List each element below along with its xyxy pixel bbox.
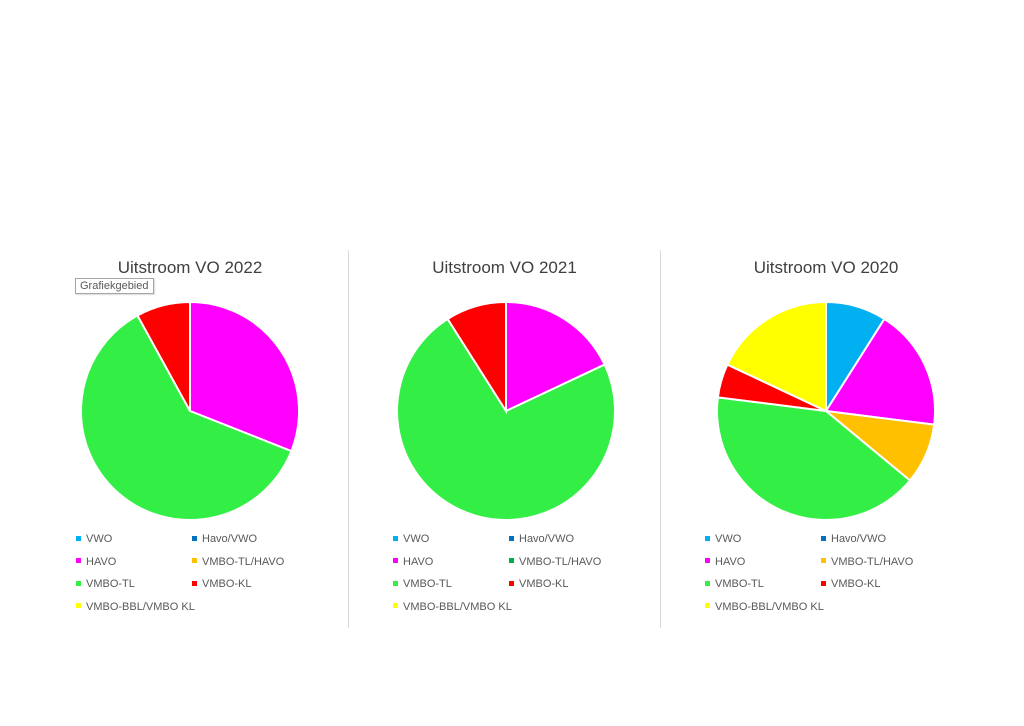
legend-swatch [393, 535, 398, 541]
chart-divider [348, 250, 349, 628]
chart-title: Uitstroom VO 2020 [753, 258, 899, 277]
pie-slice-vmbo-tl[interactable] [80, 314, 293, 521]
legend-item-vmbo-tl[interactable]: VMBO-TL [76, 578, 135, 590]
legend-label: VMBO-KL [519, 578, 569, 590]
legend-label: VMBO-BBL/VMBO KL [715, 600, 824, 613]
legend-swatch [509, 535, 514, 541]
legend-label: VMBO-TL [86, 578, 135, 590]
legend-item-havo-vwo[interactable]: Havo/VWO [192, 533, 257, 545]
pie-slice-vmbo-tl[interactable] [716, 396, 912, 521]
legend-item-vwo[interactable]: VWO [76, 533, 112, 545]
legend-swatch [821, 535, 826, 541]
legend-item-vwo[interactable]: VWO [393, 533, 429, 545]
chart-panel-2021[interactable]: Uitstroom VO 2021 VWO Havo/VWO HAVO VMBO-TL… [349, 250, 660, 628]
legend-label: VMBO-TL/HAVO [202, 555, 285, 568]
legend-item-vmbo-kl[interactable]: VMBO-KL [509, 578, 569, 590]
legend-swatch [393, 603, 398, 609]
legend-swatch [705, 535, 710, 541]
pie-chart[interactable] [391, 296, 621, 526]
legend-label: VMBO-KL [831, 578, 881, 590]
legend-swatch [705, 580, 710, 586]
legend-swatch [509, 580, 514, 586]
legend-item-vmbo-kl[interactable]: VMBO-KL [821, 578, 881, 590]
legend-swatch [192, 558, 197, 564]
legend-item-vwo[interactable]: VWO [705, 533, 741, 545]
legend-label: HAVO [715, 555, 746, 568]
legend-item-havo-vwo[interactable]: Havo/VWO [509, 533, 574, 545]
legend-label: VMBO-TL [403, 578, 452, 590]
pie-slice-vmbo-kl[interactable] [446, 300, 507, 415]
legend-item-vmbo-tl-havo[interactable]: VMBO-TL/HAVO [509, 556, 601, 568]
legend-item-vmbo-kl[interactable]: VMBO-KL [192, 578, 252, 590]
legend-swatch [509, 558, 514, 564]
legend-swatch [705, 603, 710, 609]
pie-slice-vmbo-kl[interactable] [136, 300, 191, 412]
legend-swatch [192, 580, 197, 586]
legend-label: VWO [86, 533, 113, 545]
legend-swatch [821, 558, 826, 564]
legend-item-havo[interactable]: HAVO [393, 556, 433, 568]
pie-slice-havo[interactable] [505, 300, 606, 413]
legend-label: Havo/VWO [202, 533, 258, 545]
pie-slice-vmbo-bbl-vmbo-kl[interactable] [726, 300, 827, 413]
chart-panel-2022[interactable]: Uitstroom VO 2022 VWO Havo/VWO HAVO VMBO-TL… [32, 250, 348, 628]
legend-label: VMBO-TL/HAVO [519, 555, 602, 568]
chart-area-tooltip: Grafiekgebied [75, 278, 154, 294]
pie-slice-vmbo-tl[interactable] [396, 317, 616, 521]
legend-swatch [76, 558, 81, 564]
legend-label: VMBO-TL [715, 578, 764, 590]
pie-slice-havo[interactable] [824, 317, 936, 426]
pie-chart[interactable] [711, 296, 941, 526]
legend-swatch [705, 558, 710, 564]
legend-item-vmbo-tl[interactable]: VMBO-TL [393, 578, 452, 590]
chart-panel-2020[interactable]: Uitstroom VO 2020 VWO Havo/VWO HAVO VMBO-TL… [661, 250, 991, 628]
legend-swatch [393, 558, 398, 564]
pie-chart[interactable] [75, 296, 305, 526]
legend-item-vmbo-tl[interactable]: VMBO-TL [705, 578, 764, 590]
legend-item-vmbo-bbl-vmbo-kl[interactable]: VMBO-BBL/VMBO KL [393, 601, 512, 613]
legend-swatch [821, 580, 826, 586]
legend-label: HAVO [86, 555, 117, 568]
legend-item-vmbo-tl-havo[interactable]: VMBO-TL/HAVO [821, 556, 913, 568]
legend-item-havo[interactable]: HAVO [705, 556, 745, 568]
legend-label: VMBO-TL/HAVO [831, 555, 914, 568]
legend-label: VMBO-KL [202, 578, 252, 590]
legend-label: Havo/VWO [519, 533, 575, 545]
legend-item-vmbo-bbl-vmbo-kl[interactable]: VMBO-BBL/VMBO KL [705, 601, 824, 613]
legend-label: HAVO [403, 555, 434, 568]
legend-swatch [76, 535, 81, 541]
legend-label: VWO [715, 533, 742, 545]
legend-swatch [393, 580, 398, 586]
legend-item-havo[interactable]: HAVO [76, 556, 116, 568]
legend-swatch [76, 603, 81, 609]
chart-title: Uitstroom VO 2022 [117, 258, 263, 277]
legend-label: VMBO-BBL/VMBO KL [86, 600, 195, 613]
pie-slice-havo[interactable] [189, 300, 300, 453]
legend-item-vmbo-tl-havo[interactable]: VMBO-TL/HAVO [192, 556, 284, 568]
legend-label: VMBO-BBL/VMBO KL [403, 600, 512, 613]
legend-item-havo-vwo[interactable]: Havo/VWO [821, 533, 886, 545]
chart-divider [660, 250, 661, 628]
legend-swatch [192, 535, 197, 541]
legend-swatch [76, 580, 81, 586]
chart-title: Uitstroom VO 2021 [432, 258, 577, 277]
legend-item-vmbo-bbl-vmbo-kl[interactable]: VMBO-BBL/VMBO KL [76, 601, 195, 613]
legend-label: Havo/VWO [831, 533, 887, 545]
legend-label: VWO [403, 533, 430, 545]
